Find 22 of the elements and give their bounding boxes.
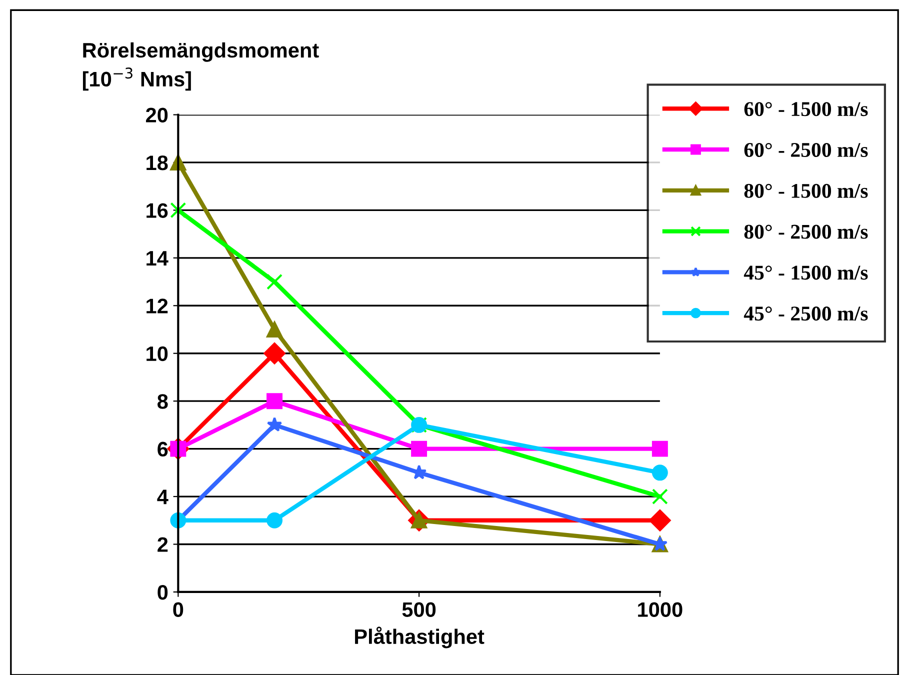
y-tick-label: 12 [146,298,168,314]
y-tick-label: 14 [146,251,168,266]
y-tick-label: 20 [146,108,168,123]
x-tick-label: 0 [173,602,184,617]
legend-label: 45° - 2500 m/s [744,306,868,321]
y-tick-label: 2 [158,537,168,552]
legend-label: 60° - 2500 m/s [744,142,868,158]
y-tick-label: 8 [158,394,168,409]
y-tick-label: 18 [146,155,168,170]
y-tick-label: 6 [158,442,168,457]
y-tick-label: 4 [157,490,168,504]
y-tick-label: 0 [158,584,168,600]
x-axis-title: Plåthastighet [355,626,484,648]
legend-label: 60° - 1500 m/s [744,102,868,116]
y-tick-label: 16 [146,203,168,218]
y-axis-title: Rörelsemängdsmoment [10$^{−3}$ Nms] [82,42,319,91]
x-tick-label: 500 [402,602,436,617]
legend-label: 80° - 2500 m/s [744,224,868,239]
y-tick-label: 10 [146,346,168,362]
x-tick-label: 1000 [638,602,682,617]
legend-label: 80° - 1500 m/s [744,184,868,198]
legend-label: 45° - 1500 m/s [744,266,868,280]
